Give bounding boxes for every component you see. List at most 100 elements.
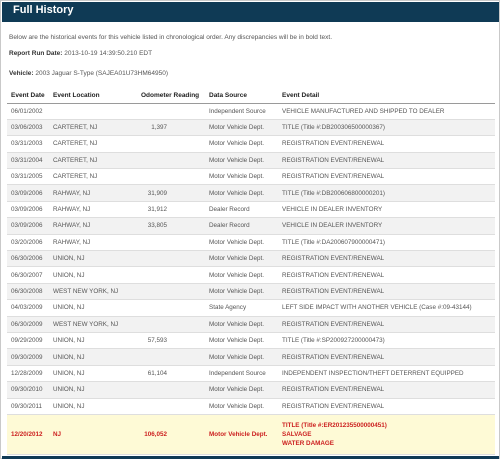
table-row: 06/30/2006 UNION, NJ Motor Vehicle Dept. RE… <box>7 250 495 268</box>
history-table: Event Date Event Location Odometer Readi… <box>7 89 495 455</box>
column-header-event-detail: Event Detail <box>278 89 495 104</box>
odometer-cell <box>133 152 205 170</box>
event-detail-line: SALVAGE <box>282 430 312 438</box>
table-row: 06/30/2007 UNION, NJ Motor Vehicle Dept. RE… <box>7 266 495 284</box>
event-detail-cell: REGISTRATION EVENT/RENEWAL <box>278 168 495 186</box>
event-detail-cell: TITLE (Title #:ER201235500000451) SALVAGE… <box>278 414 495 455</box>
data-source-cell: Motor Vehicle Dept. <box>205 332 278 350</box>
table-row: 09/30/2009 UNION, NJ Motor Vehicle Dept. RE… <box>7 348 495 366</box>
event-detail-line: REGISTRATION EVENT/RENEWAL <box>282 156 385 164</box>
event-detail-line: TITLE (Title #:ER201235500000451) <box>282 421 387 429</box>
event-date-cell: 06/30/2006 <box>7 250 49 268</box>
event-location-cell: UNION, NJ <box>49 332 133 350</box>
odometer-cell <box>133 381 205 399</box>
data-source-cell: Motor Vehicle Dept. <box>205 119 278 137</box>
table-row: 03/31/2003 CARTERET, NJ Motor Vehicle Dept… <box>7 135 495 153</box>
event-detail-line: TITLE (Title #:DB200306500000367) <box>282 124 386 132</box>
event-detail-cell: REGISTRATION EVENT/RENEWAL <box>278 398 495 415</box>
odometer-cell: 31,909 <box>133 184 205 202</box>
data-source-cell: Dealer Record <box>205 217 278 235</box>
event-detail-line: REGISTRATION EVENT/RENEWAL <box>282 173 385 181</box>
event-date-cell: 06/30/2009 <box>7 316 49 333</box>
event-date-cell: 12/28/2009 <box>7 365 49 383</box>
event-location-cell: UNION, NJ <box>49 250 133 268</box>
event-location-cell: NJ <box>49 414 133 455</box>
report-run-date-label: Report Run Date: <box>9 50 63 57</box>
event-location-cell: UNION, NJ <box>49 266 133 284</box>
event-date-cell: 03/09/2006 <box>7 217 49 235</box>
odometer-cell <box>133 135 205 153</box>
data-source-cell: Motor Vehicle Dept. <box>205 168 278 186</box>
event-detail-line: WATER DAMAGE <box>282 439 335 447</box>
data-source-cell: Dealer Record <box>205 201 278 219</box>
event-date-cell: 03/31/2005 <box>7 168 49 186</box>
event-detail-cell: TITLE (Title #:DA200607900000471) <box>278 234 495 252</box>
data-source-cell: Independent Source <box>205 103 278 120</box>
data-source-cell: Motor Vehicle Dept. <box>205 234 278 252</box>
odometer-cell <box>133 103 205 120</box>
event-location-cell: CARTERET, NJ <box>49 119 133 137</box>
odometer-cell <box>133 398 205 415</box>
table-row: 06/30/2008 WEST NEW YORK, NJ Motor Vehicle… <box>7 283 495 301</box>
vehicle-label: Vehicle: <box>9 70 34 77</box>
table-row: 06/30/2009 WEST NEW YORK, NJ Motor Vehicle… <box>7 316 495 333</box>
table-row: 12/28/2009 UNION, NJ 61,104 Independent Sou… <box>7 365 495 383</box>
event-date-cell: 09/30/2011 <box>7 398 49 415</box>
panel-title: Full History <box>13 4 74 16</box>
event-detail-line: INDEPENDENT INSPECTION/THEFT DETERRENT E… <box>282 369 464 377</box>
event-detail-line: REGISTRATION EVENT/RENEWAL <box>282 287 385 295</box>
event-date-cell: 03/31/2003 <box>7 135 49 153</box>
event-detail-line: VEHICLE IN DEALER INVENTORY <box>282 206 383 214</box>
event-date-cell: 09/30/2010 <box>7 381 49 399</box>
event-location-cell <box>49 103 133 120</box>
event-date-cell: 09/30/2009 <box>7 348 49 366</box>
data-source-cell: Motor Vehicle Dept. <box>205 184 278 202</box>
odometer-cell: 1,397 <box>133 119 205 137</box>
odometer-cell <box>133 250 205 268</box>
event-detail-line: TITLE (Title #:SP200927200000473) <box>282 337 385 345</box>
event-detail-cell: TITLE (Title #:DB200306500000367) <box>278 119 495 137</box>
event-location-cell: WEST NEW YORK, NJ <box>49 316 133 333</box>
event-detail-cell: REGISTRATION EVENT/RENEWAL <box>278 316 495 333</box>
event-detail-line: REGISTRATION EVENT/RENEWAL <box>282 386 385 394</box>
event-detail-line: REGISTRATION EVENT/RENEWAL <box>282 271 385 279</box>
event-location-cell: WEST NEW YORK, NJ <box>49 283 133 301</box>
event-location-cell: UNION, NJ <box>49 348 133 366</box>
table-row: 06/01/2002 Independent Source VEHICLE MANU… <box>7 103 495 120</box>
table-row: 09/30/2010 UNION, NJ Motor Vehicle Dept. RE… <box>7 381 495 399</box>
event-detail-cell: VEHICLE IN DEALER INVENTORY <box>278 201 495 219</box>
event-location-cell: UNION, NJ <box>49 381 133 399</box>
table-row: 12/20/2012 NJ 106,052 Motor Vehicle Dept. TI… <box>7 414 495 455</box>
report-run-date: Report Run Date: 2013-10-19 14:39:50.210… <box>9 50 152 57</box>
event-detail-cell: INDEPENDENT INSPECTION/THEFT DETERRENT E… <box>278 365 495 383</box>
odometer-cell: 61,104 <box>133 365 205 383</box>
event-location-cell: CARTERET, NJ <box>49 135 133 153</box>
event-date-cell: 03/09/2006 <box>7 201 49 219</box>
event-date-cell: 06/01/2002 <box>7 103 49 120</box>
table-row: 03/31/2004 CARTERET, NJ Motor Vehicle Dept… <box>7 152 495 170</box>
column-header-data-source: Data Source <box>205 89 278 104</box>
event-date-cell: 03/09/2006 <box>7 184 49 202</box>
event-location-cell: UNION, NJ <box>49 299 133 317</box>
odometer-cell <box>133 266 205 284</box>
event-detail-line: VEHICLE MANUFACTURED AND SHIPPED TO DEAL… <box>282 107 445 115</box>
event-date-cell: 03/31/2004 <box>7 152 49 170</box>
event-detail-cell: REGISTRATION EVENT/RENEWAL <box>278 381 495 399</box>
table-row: 04/03/2009 UNION, NJ State Agency LEFT SIDE… <box>7 299 495 317</box>
event-detail-cell: REGISTRATION EVENT/RENEWAL <box>278 283 495 301</box>
event-detail-line: REGISTRATION EVENT/RENEWAL <box>282 140 385 148</box>
event-date-cell: 06/30/2007 <box>7 266 49 284</box>
table-row: 03/31/2005 CARTERET, NJ Motor Vehicle Dept… <box>7 168 495 186</box>
data-source-cell: Motor Vehicle Dept. <box>205 398 278 415</box>
odometer-cell: 106,052 <box>133 414 205 455</box>
intro-text: Below are the historical events for this… <box>9 34 333 41</box>
event-location-cell: UNION, NJ <box>49 398 133 415</box>
event-detail-cell: REGISTRATION EVENT/RENEWAL <box>278 250 495 268</box>
table-row: 03/06/2003 CARTERET, NJ 1,397 Motor Vehicle… <box>7 119 495 137</box>
event-date-cell: 06/30/2008 <box>7 283 49 301</box>
event-detail-cell: REGISTRATION EVENT/RENEWAL <box>278 152 495 170</box>
data-source-cell: Independent Source <box>205 365 278 383</box>
column-header-event-date: Event Date <box>7 89 49 104</box>
odometer-cell <box>133 168 205 186</box>
